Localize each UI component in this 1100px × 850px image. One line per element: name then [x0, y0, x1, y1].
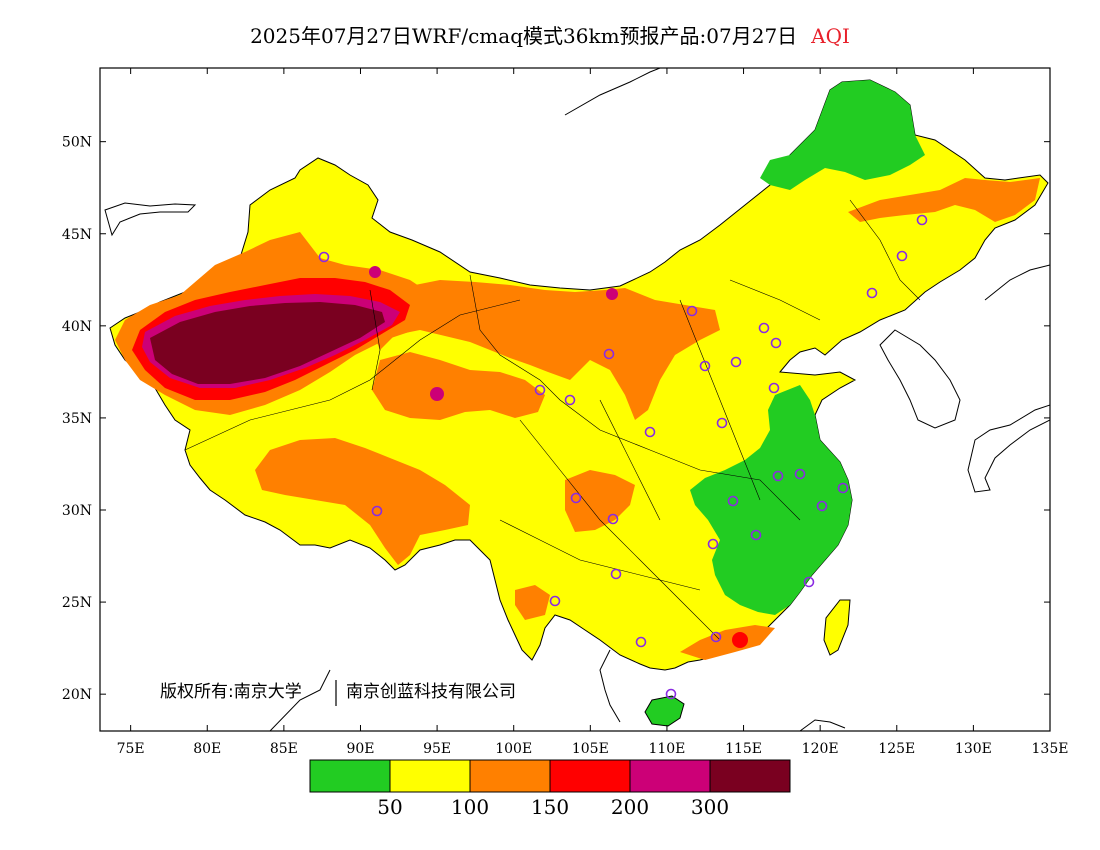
station-marker — [772, 470, 784, 482]
legend-swatch — [629, 759, 711, 793]
lat-tick-label: 30N — [62, 503, 92, 519]
station-marker — [635, 636, 647, 648]
lat-tick-label: 25N — [62, 595, 92, 611]
map-title: 2025年07月27日WRF/cmaq模式36km预报产品:07月27日 AQI — [0, 20, 1100, 49]
hainan-island — [644, 695, 685, 727]
lon-tick-label: 135E — [1032, 741, 1069, 757]
station-marker — [699, 360, 711, 372]
station-marker — [607, 513, 619, 525]
hotspot — [430, 387, 444, 401]
legend-swatch — [309, 759, 391, 793]
east-clean-area — [690, 385, 852, 615]
province-borders — [184, 199, 921, 641]
station-marker — [318, 251, 330, 263]
station-marker — [710, 631, 722, 643]
legend-label: 50 — [377, 795, 402, 819]
station-marker — [803, 576, 815, 588]
lon-tick-label: 125E — [878, 741, 915, 757]
station-marker — [866, 287, 878, 299]
lon-tick-label: 100E — [495, 741, 532, 757]
xj-maroon-area — [150, 302, 385, 384]
copyright-owner-1: 版权所有:南京大学 — [160, 682, 302, 702]
lon-tick-label: 95E — [423, 741, 451, 757]
station-marker — [816, 500, 828, 512]
copyright-owner-2: 南京创蓝科技有限公司 — [346, 682, 516, 702]
lon-tick-label: 75E — [117, 741, 145, 757]
lon-tick-label: 110E — [648, 741, 685, 757]
title-variable: AQI — [811, 24, 850, 48]
lon-tick-label: 90E — [346, 741, 374, 757]
lat-tick-label: 35N — [62, 411, 92, 427]
station-marker — [707, 538, 719, 550]
station-marker — [549, 595, 561, 607]
ne-orange-band — [848, 178, 1040, 222]
station-marker — [794, 468, 806, 480]
legend-label: 150 — [531, 795, 569, 819]
hotspot — [606, 288, 618, 300]
north-orange-belt — [370, 280, 720, 420]
station-marker — [727, 495, 739, 507]
aqi-legend: 50 100 150 200 300 — [309, 759, 791, 819]
taiwan-island — [823, 599, 851, 656]
station-marker — [716, 417, 728, 429]
station-marker — [770, 337, 782, 349]
map-content — [104, 68, 1050, 731]
station-marker — [665, 688, 677, 700]
station-marker — [603, 348, 615, 360]
station-marker — [686, 305, 698, 317]
southwest-orange-area — [515, 585, 550, 620]
legend-label: 200 — [611, 795, 649, 819]
lat-tick-label: 50N — [62, 135, 92, 151]
station-marker — [750, 529, 762, 541]
coastlines — [104, 68, 1050, 731]
legend-label: 100 — [451, 795, 489, 819]
lon-tick-label: 80E — [193, 741, 221, 757]
station-marker — [758, 322, 770, 334]
station-marker — [564, 394, 576, 406]
lat-tick-label: 40N — [62, 319, 92, 335]
legend-label: 300 — [691, 795, 729, 819]
lon-tick-label: 120E — [802, 741, 839, 757]
station-markers — [318, 214, 928, 700]
station-marker — [730, 356, 742, 368]
plot-frame — [99, 67, 1051, 732]
station-marker — [837, 482, 849, 494]
legend-swatch — [709, 759, 791, 793]
lat-axis: 20N 25N 30N 35N 40N 45N 50N — [62, 135, 1050, 703]
tibet-orange-area — [255, 438, 470, 565]
lon-tick-label: 130E — [955, 741, 992, 757]
legend-swatch — [469, 759, 551, 793]
station-marker — [644, 426, 656, 438]
station-marker — [534, 384, 546, 396]
legend-swatch — [389, 759, 471, 793]
title-text: 2025年07月27日WRF/cmaq模式36km预报产品:07月27日 — [250, 24, 798, 48]
central-orange-patch — [372, 352, 545, 420]
guangdong-orange-area — [680, 625, 775, 660]
lon-tick-label: 115E — [725, 741, 762, 757]
lon-tick-label: 85E — [270, 741, 298, 757]
lon-tick-label: 105E — [572, 741, 609, 757]
lon-axis: 75E 80E 85E 90E 95E 100E 105E 110E 115E 120E 125E 1… — [117, 68, 1069, 757]
ne-clean-area — [760, 80, 925, 190]
station-marker — [371, 505, 383, 517]
hotspot — [369, 266, 381, 278]
station-marker — [570, 492, 582, 504]
station-marker — [916, 214, 928, 226]
station-marker — [896, 250, 908, 262]
lat-tick-label: 45N — [62, 227, 92, 243]
station-marker — [768, 382, 780, 394]
legend-swatch — [549, 759, 631, 793]
station-marker — [610, 568, 622, 580]
hotspot — [732, 632, 748, 648]
lat-tick-label: 20N — [62, 687, 92, 703]
